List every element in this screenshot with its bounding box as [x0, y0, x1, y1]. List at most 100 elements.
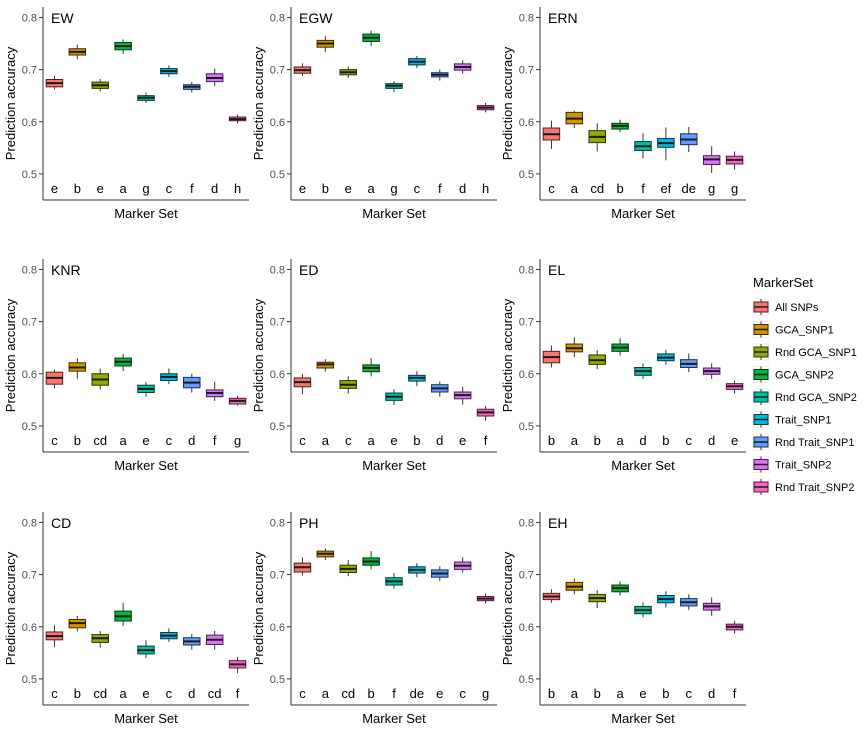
significance-letter: a: [571, 433, 579, 448]
box-all-snps: c: [45, 369, 64, 448]
legend-label: Trait_SNP2: [775, 460, 831, 472]
significance-letter: b: [413, 433, 420, 448]
box-gca-snp1: b: [316, 36, 335, 196]
box-gca-snp1: a: [565, 337, 584, 448]
box-rnd-trait-snp2: e: [725, 380, 744, 448]
y-tick-label: 0.5: [22, 674, 37, 686]
significance-letter: f: [236, 686, 240, 701]
significance-letter: b: [594, 433, 601, 448]
box-gca-snp2: b: [611, 119, 629, 196]
significance-letter: f: [190, 181, 194, 196]
significance-letter: d: [188, 686, 195, 701]
panel-title: KNR: [51, 262, 81, 278]
panel-title: ED: [299, 262, 318, 278]
y-tick-label: 0.7: [270, 65, 285, 77]
box-rnd-gca-snp1: e: [339, 66, 357, 196]
significance-letter: e: [390, 433, 397, 448]
box-rnd-gca-snp1: b: [588, 590, 606, 701]
box-trait-snp1: c: [160, 368, 178, 448]
legend-title: MarkerSet: [753, 275, 813, 290]
box-rnd-trait-snp2: h: [228, 114, 247, 196]
box-trait-snp1: b: [657, 591, 675, 701]
significance-letter: b: [616, 181, 623, 196]
y-tick-label: 0.7: [22, 570, 37, 582]
y-axis-label: Prediction accuracy: [251, 551, 266, 665]
box-rnd-trait-snp1: e: [431, 566, 449, 701]
legend-item: Trait_SNP2: [752, 456, 831, 473]
significance-letter: d: [436, 433, 443, 448]
box-trait-snp1: de: [408, 563, 426, 701]
box-rnd-gca-snp2: d: [634, 363, 652, 448]
significance-letter: g: [708, 181, 715, 196]
significance-letter: e: [97, 181, 104, 196]
significance-letter: b: [74, 181, 81, 196]
significance-letter: c: [166, 433, 173, 448]
box-trait-snp2: d: [205, 68, 224, 196]
box-gca-snp2: a: [114, 602, 132, 701]
box-gca-snp2: b: [362, 551, 380, 701]
significance-letter: e: [731, 433, 738, 448]
significance-letter: b: [548, 686, 555, 701]
box-trait-snp1: b: [408, 371, 426, 448]
y-tick-label: 0.5: [270, 674, 285, 686]
box-rnd-gca-snp1: e: [91, 78, 109, 196]
box-rnd-gca-snp1: cd: [91, 368, 109, 448]
significance-letter: f: [733, 686, 737, 701]
significance-letter: b: [662, 433, 669, 448]
significance-letter: f: [484, 433, 488, 448]
significance-letter: c: [548, 181, 555, 196]
significance-letter: c: [51, 686, 58, 701]
significance-letter: a: [367, 433, 375, 448]
y-tick-label: 0.8: [270, 517, 285, 529]
significance-letter: g: [482, 686, 489, 701]
significance-letter: a: [322, 433, 330, 448]
box-rnd-gca-snp2: e: [634, 602, 652, 701]
box-gca-snp1: a: [565, 578, 584, 701]
significance-letter: c: [299, 686, 306, 701]
x-axis-label: Marker Set: [362, 458, 426, 473]
box-rnd-gca-snp1: cd: [91, 630, 109, 701]
legend-label: Rnd Trait_SNP2: [775, 482, 854, 494]
box-all-snps: b: [542, 589, 561, 701]
significance-letter: g: [390, 181, 397, 196]
y-tick-label: 0.7: [22, 65, 37, 77]
box-rnd-gca-snp2: e: [137, 382, 155, 448]
panel-ph: 0.5 0.6 0.7 0.8 c a cd b f de e c g PH Marker Set Predi…: [251, 512, 497, 726]
significance-letter: a: [571, 181, 579, 196]
significance-letter: a: [119, 686, 127, 701]
y-tick-label: 0.8: [22, 264, 37, 276]
significance-letter: d: [708, 433, 715, 448]
y-tick-label: 0.5: [270, 169, 285, 181]
box-gca-snp2: a: [114, 353, 132, 448]
significance-letter: c: [414, 181, 421, 196]
y-tick-label: 0.7: [519, 570, 534, 582]
box-rnd-trait-snp2: f: [476, 406, 495, 448]
panel-title: CD: [51, 515, 71, 531]
y-tick-label: 0.8: [22, 517, 37, 529]
box-rnd-trait-snp1: d: [183, 373, 201, 448]
significance-letter: e: [345, 181, 352, 196]
y-tick-label: 0.7: [22, 317, 37, 329]
legend-label: Rnd GCA_SNP2: [775, 392, 857, 404]
box-rnd-gca-snp1: b: [588, 350, 606, 448]
box-rnd-trait-snp1: c: [680, 594, 698, 701]
box-rnd-gca-snp1: cd: [588, 123, 606, 196]
legend-item: GCA_SNP2: [752, 366, 834, 383]
x-axis-label: Marker Set: [362, 206, 426, 221]
y-axis-label: Prediction accuracy: [500, 551, 515, 665]
significance-letter: a: [119, 433, 127, 448]
box-rnd-trait-snp2: g: [228, 395, 247, 448]
box-rnd-gca-snp2: g: [137, 92, 155, 196]
box-trait-snp1: c: [408, 56, 426, 196]
panel-title: EW: [51, 10, 74, 26]
significance-letter: e: [459, 433, 466, 448]
box-trait-snp2: d: [453, 60, 472, 196]
box-all-snps: c: [45, 625, 64, 701]
significance-letter: c: [299, 433, 306, 448]
y-axis-label: Prediction accuracy: [3, 298, 18, 412]
significance-letter: f: [392, 686, 396, 701]
